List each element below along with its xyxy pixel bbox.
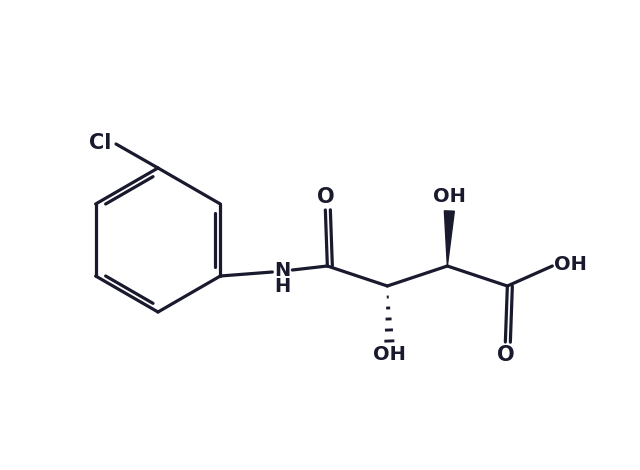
Text: OH: OH	[433, 188, 466, 206]
Text: N: N	[274, 260, 291, 280]
Text: OH: OH	[554, 254, 587, 274]
Text: H: H	[274, 276, 291, 296]
Text: O: O	[497, 345, 514, 365]
Text: Cl: Cl	[89, 133, 111, 153]
Text: OH: OH	[373, 345, 406, 365]
Polygon shape	[444, 211, 454, 266]
Text: O: O	[317, 187, 334, 207]
